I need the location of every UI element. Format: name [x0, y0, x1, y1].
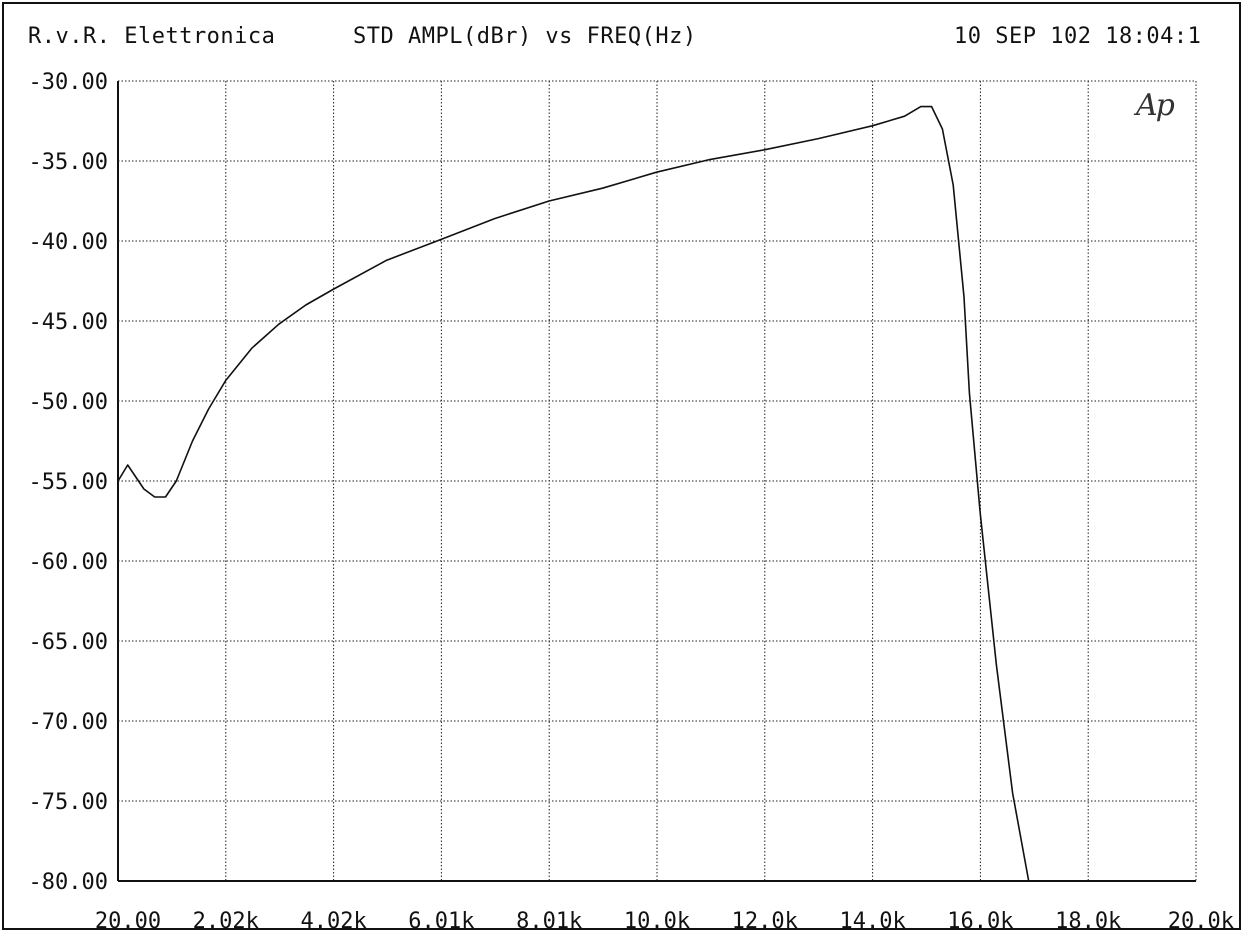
- y-tick-labels: -30.00 -35.00 -40.00 -45.00 -50.00 -55.00 -60.…: [29, 70, 108, 895]
- x-tick-label: 12.0k: [732, 909, 798, 934]
- y-tick-label: -65.00: [29, 630, 108, 655]
- series-layer: [117, 105, 1037, 882]
- y-tick-label: -60.00: [29, 550, 108, 575]
- y-tick-label: -40.00: [29, 230, 108, 255]
- x-tick-labels: 20.00 2.02k 4.02k 6.01k 8.01k 10.0k 12.0k 14.0k…: [95, 909, 1234, 934]
- series-line: [117, 105, 1037, 882]
- ap-logo: Ap: [1136, 88, 1175, 123]
- x-tick-label: 8.01k: [516, 909, 582, 934]
- x-tick-label: 2.02k: [193, 909, 259, 934]
- y-tick-label: -80.00: [29, 870, 108, 895]
- y-tick-label: -55.00: [29, 470, 108, 495]
- x-tick-label: 14.0k: [839, 909, 905, 934]
- grid-lines: [117, 80, 1197, 882]
- y-tick-label: -75.00: [29, 790, 108, 815]
- y-tick-label: -70.00: [29, 710, 108, 735]
- x-tick-label: 20.00: [95, 909, 161, 934]
- company-name: R.v.R. Elettronica: [28, 24, 276, 49]
- y-tick-label: -45.00: [29, 310, 108, 335]
- y-tick-label: -35.00: [29, 150, 108, 175]
- chart-title: STD AMPL(dBr) vs FREQ(Hz): [353, 24, 697, 49]
- x-tick-label: 16.0k: [947, 909, 1013, 934]
- x-tick-label: 10.0k: [624, 909, 690, 934]
- timestamp: 10 SEP 102 18:04:1: [954, 24, 1202, 49]
- x-tick-label: 18.0k: [1055, 909, 1121, 934]
- x-tick-label: 20.0k: [1168, 909, 1234, 934]
- y-tick-label: -30.00: [29, 70, 108, 95]
- y-tick-label: -50.00: [29, 390, 108, 415]
- x-tick-label: 6.01k: [408, 909, 474, 934]
- x-tick-label: 4.02k: [300, 909, 366, 934]
